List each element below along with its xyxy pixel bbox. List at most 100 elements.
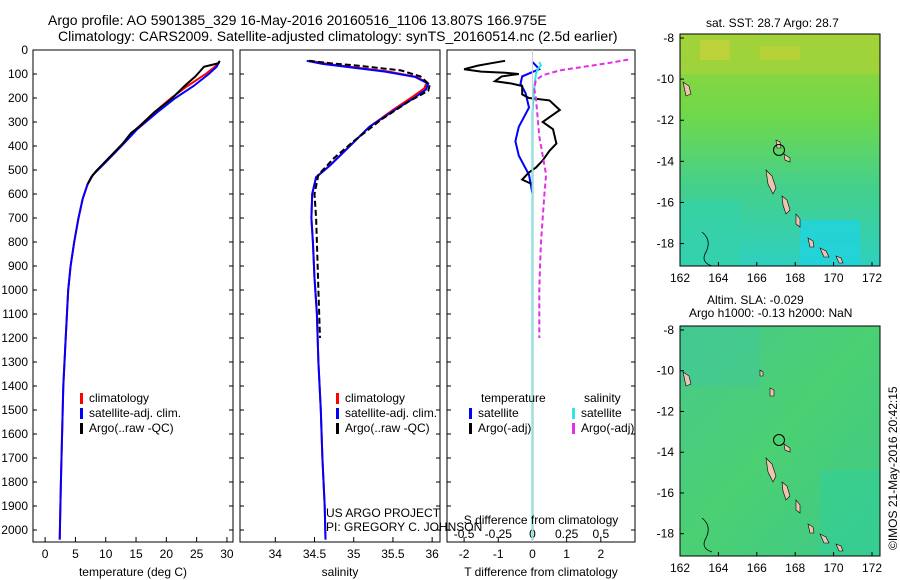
depth-tick-label: 1300 <box>1 355 28 369</box>
legend-swatch <box>336 408 339 419</box>
lat-tick-label: -16 <box>657 486 675 500</box>
lon-tick-label: 170 <box>824 561 844 575</box>
lon-tick-label: 172 <box>862 561 882 575</box>
sdifference-xlabel: S difference from climatology <box>464 513 619 527</box>
salinity-xticks: 34 34.5 35 35.5 36 <box>269 537 439 561</box>
lat-tick-label: -10 <box>657 364 675 378</box>
depth-tick-label: 1200 <box>1 331 28 345</box>
lat-tick-label: -8 <box>663 323 674 337</box>
depth-tick-label: 1500 <box>1 403 28 417</box>
depth-tick-label: 200 <box>8 91 28 105</box>
lon-tick-label: 166 <box>747 271 767 285</box>
lat-tick-label: -16 <box>657 195 675 209</box>
x-tick-label: 30 <box>220 547 234 561</box>
legend-item-t-satellite: satellite <box>469 406 546 421</box>
x-tick-label: 35 <box>347 547 361 561</box>
depth-tick-label: 500 <box>8 163 28 177</box>
x-tick-label: 1 <box>563 547 570 561</box>
lat-tick-label: -18 <box>657 237 675 251</box>
temperature-axes <box>32 49 234 543</box>
s-tick-label: 0.5 <box>592 527 609 541</box>
x-tick-label: 15 <box>129 547 143 561</box>
depth-tick-label: 800 <box>8 235 28 249</box>
sla-map <box>679 325 881 557</box>
difference-legend-temperature: temperature satellite Argo(-adj) <box>469 391 546 436</box>
difference-axes <box>446 49 636 543</box>
legend-swatch <box>80 408 83 419</box>
s-tick-label: -0.25 <box>485 527 513 541</box>
series-line-s-argo-adj- <box>533 58 629 338</box>
depth-tick-label: 1600 <box>1 427 28 441</box>
legend-item-s-satellite: satellite <box>572 406 634 421</box>
temperature-series <box>58 60 221 540</box>
lon-tick-label: 168 <box>785 271 805 285</box>
legend-title-salinity: salinity <box>584 391 621 405</box>
lon-tick-label: 164 <box>708 561 728 575</box>
depth-tick-label: 1800 <box>1 475 28 489</box>
legend-item-argo: Argo(..raw -QC) <box>80 421 181 436</box>
temperature-legend: climatology satellite-adj. clim. Argo(..… <box>80 391 181 436</box>
series-line-satellite-adj-clim- <box>58 61 220 540</box>
series-line-t-argo-adj- <box>463 59 562 186</box>
depth-tick-label: 2000 <box>1 523 28 537</box>
depth-tick-label: 700 <box>8 211 28 225</box>
salinity-difference-ticks: -0.5-0.2500.250.5 <box>454 527 610 541</box>
depth-tick-label: 300 <box>8 115 28 129</box>
sla-map-title: Altim. SLA: -0.029 <box>707 293 804 307</box>
x-tick-label: 34 <box>269 547 283 561</box>
lat-tick-label: -14 <box>657 154 675 168</box>
series-line-argo-raw-qc- <box>308 59 431 339</box>
sla-map-subtitle: Argo h1000: -0.13 h2000: NaN <box>689 306 853 320</box>
lat-tick-label: -12 <box>657 404 675 418</box>
credit-project: US ARGO PROJECT <box>326 506 441 520</box>
lon-tick-label: 166 <box>747 561 767 575</box>
depth-tick-label: 900 <box>8 259 28 273</box>
depth-tick-label: 600 <box>8 187 28 201</box>
depth-tick-label: 0 <box>21 43 28 57</box>
sst-map <box>679 33 881 267</box>
depth-tick-label: 1100 <box>2 307 28 321</box>
lon-tick-label: 170 <box>824 271 844 285</box>
legend-item-climatology: climatology <box>336 391 437 406</box>
series-line-s-satellite <box>531 61 543 540</box>
lat-tick-label: -8 <box>663 31 674 45</box>
depth-tick-label: 1700 <box>1 451 28 465</box>
legend-swatch <box>80 393 83 404</box>
legend-item-argo: Argo(..raw -QC) <box>336 421 437 436</box>
series-line-t-satellite <box>514 61 542 540</box>
salinity-series <box>306 59 431 540</box>
legend-swatch <box>469 408 472 419</box>
temperature-xlabel: temperature (deg C) <box>79 565 187 579</box>
climatology-subtitle: Climatology: CARS2009. Satellite-adjuste… <box>58 28 618 44</box>
lat-tick-label: -12 <box>657 113 675 127</box>
lon-tick-label: 172 <box>862 271 882 285</box>
legend-item-satellite: satellite-adj. clim. <box>80 406 181 421</box>
legend-swatch <box>572 408 575 419</box>
legend-item-s-argo: Argo(-adj) <box>572 421 634 436</box>
salinity-xlabel: salinity <box>322 565 359 579</box>
credit-pi: PI: GREGORY C. JOHNSON <box>326 520 483 534</box>
sla-map-ticks: -8 -10 -12 -14 -16 -18 162 164 166 168 170 172 <box>657 323 883 575</box>
x-tick-label: 2 <box>597 547 604 561</box>
series-line-satellite-adj-clim- <box>306 59 430 540</box>
lon-tick-label: 162 <box>670 561 690 575</box>
temperature-xticks: 0 5 10 15 20 25 30 <box>42 537 234 561</box>
difference-legend-salinity: salinity satellite Argo(-adj) <box>572 391 634 436</box>
legend-swatch <box>336 393 339 404</box>
x-tick-label: -2 <box>459 547 470 561</box>
s-tick-label: 0.25 <box>555 527 579 541</box>
x-tick-label: 20 <box>160 547 174 561</box>
x-tick-label: 10 <box>99 547 113 561</box>
x-tick-label: -1 <box>493 547 504 561</box>
depth-tick-label: 1000 <box>1 283 28 297</box>
legend-item-t-argo: Argo(-adj) <box>469 421 546 436</box>
series-line-climatology <box>310 59 428 540</box>
x-tick-label: 5 <box>72 547 79 561</box>
legend-swatch <box>572 423 575 434</box>
lat-tick-label: -14 <box>657 445 675 459</box>
depth-tick-label: 1400 <box>1 379 28 393</box>
lon-tick-label: 168 <box>785 561 805 575</box>
depth-tick-label: 100 <box>8 67 28 81</box>
x-tick-label: 35.5 <box>381 547 405 561</box>
